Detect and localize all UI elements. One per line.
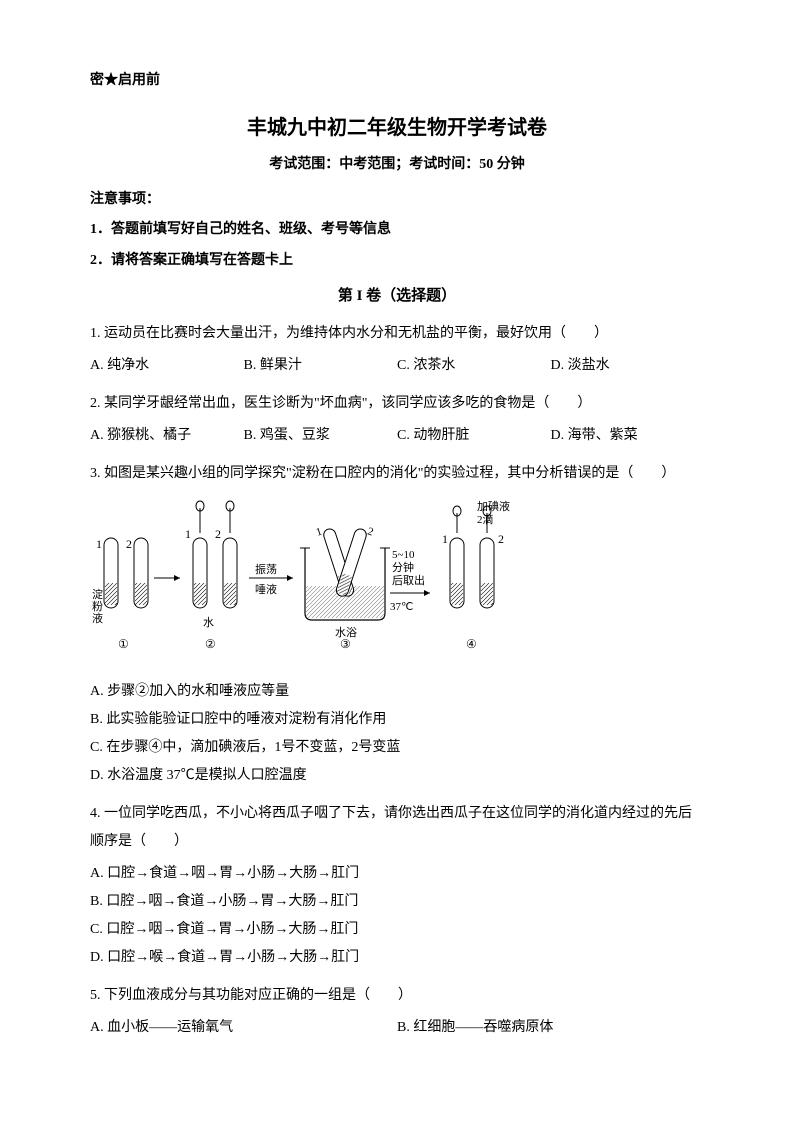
option-d: D. 水浴温度 37℃是模拟人口腔温度 xyxy=(90,762,704,790)
svg-text:后取出: 后取出 xyxy=(392,573,425,587)
label-1: 1 xyxy=(96,537,102,551)
question-2: 2. 某同学牙龈经常出血，医生诊断为"坏血病"，该同学应该多吃的食物是（ ） A… xyxy=(90,390,704,450)
question-number: 4. xyxy=(90,806,101,821)
svg-text:1: 1 xyxy=(185,527,191,541)
water-label: 水 xyxy=(203,616,214,629)
circ-1: ① xyxy=(118,637,129,651)
circ-3: ③ xyxy=(340,637,351,651)
question-number: 3. xyxy=(90,466,101,481)
exam-subtitle: 考试范围：中考范围；考试时间：50 分钟 xyxy=(90,154,704,176)
saliva-label: 唾液 xyxy=(255,582,277,596)
svg-text:1: 1 xyxy=(442,532,448,546)
starch-label: 淀 xyxy=(92,587,103,601)
option-d: D. 口腔→喉→食道→胃→小肠→大肠→肛门 xyxy=(90,944,704,972)
option-a: A. 纯净水 xyxy=(90,352,244,380)
notice-item: 1．答题前填写好自己的姓名、班级、考号等信息 xyxy=(90,219,704,241)
question-text: 下列血液成分与其功能对应正确的一组是（ ） xyxy=(104,988,412,1003)
svg-text:液: 液 xyxy=(92,611,103,625)
option-a: A. 猕猴桃、橘子 xyxy=(90,422,244,450)
question-3: 3. 如图是某兴趣小组的同学探究"淀粉在口腔内的消化"的实验过程，其中分析错误的… xyxy=(90,460,704,790)
option-c: C. 动物肝脏 xyxy=(397,422,551,450)
option-c: C. 在步骤④中，滴加碘液后，1号不变蓝，2号变蓝 xyxy=(90,734,704,762)
question-number: 1. xyxy=(90,326,101,341)
question-text: 一位同学吃西瓜，不小心将西瓜子咽了下去，请你选出西瓜子在这位同学的消化道内经过的… xyxy=(90,806,692,849)
option-d: D. 淡盐水 xyxy=(551,352,705,380)
label-2: 2 xyxy=(126,537,132,551)
option-b: B. 口腔→咽→食道→小肠→胃→大肠→肛门 xyxy=(90,888,704,916)
experiment-diagram: 1 2 淀 粉 液 ① 1 2 xyxy=(90,498,704,668)
svg-text:2: 2 xyxy=(498,532,504,546)
svg-text:2: 2 xyxy=(366,525,375,538)
question-text: 运动员在比赛时会大量出汗，为维持体内水分和无机盐的平衡，最好饮用（ ） xyxy=(104,326,608,341)
option-a: A. 血小板——运输氧气 xyxy=(90,1014,397,1042)
exam-title: 丰城九中初二年级生物开学考试卷 xyxy=(90,112,704,144)
confidential-label: 密★启用前 xyxy=(90,70,704,92)
question-4: 4. 一位同学吃西瓜，不小心将西瓜子咽了下去，请你选出西瓜子在这位同学的消化道内… xyxy=(90,800,704,972)
option-c: C. 口腔→咽→食道→胃→小肠→大肠→肛门 xyxy=(90,916,704,944)
svg-text:分钟: 分钟 xyxy=(392,560,414,574)
svg-text:2: 2 xyxy=(215,527,221,541)
svg-text:1: 1 xyxy=(315,526,324,539)
shake-label: 振荡 xyxy=(255,562,277,576)
question-text: 某同学牙龈经常出血，医生诊断为"坏血病"，该同学应该多吃的食物是（ ） xyxy=(104,396,591,411)
notice-item: 2．请将答案正确填写在答题卡上 xyxy=(90,250,704,272)
question-number: 2. xyxy=(90,396,101,411)
svg-text:粉: 粉 xyxy=(92,600,103,613)
option-b: B. 此实验能验证口腔中的唾液对淀粉有消化作用 xyxy=(90,706,704,734)
svg-text:37℃: 37℃ xyxy=(390,601,413,613)
circ-4: ④ xyxy=(466,637,477,651)
option-b: B. 鲜果汁 xyxy=(244,352,398,380)
section-title: 第 I 卷（选择题） xyxy=(90,284,704,308)
option-a: A. 步骤②加入的水和唾液应等量 xyxy=(90,678,704,706)
drops-label: 2滴 xyxy=(477,512,494,526)
option-b: B. 红细胞——吞噬病原体 xyxy=(397,1014,704,1042)
option-b: B. 鸡蛋、豆浆 xyxy=(244,422,398,450)
iodine-label: 加碘液 xyxy=(477,499,510,513)
notice-heading: 注意事项： xyxy=(90,189,704,211)
option-d: D. 海带、紫菜 xyxy=(551,422,705,450)
circ-2: ② xyxy=(205,637,216,651)
question-number: 5. xyxy=(90,988,101,1003)
question-text: 如图是某兴趣小组的同学探究"淀粉在口腔内的消化"的实验过程，其中分析错误的是（ … xyxy=(104,466,675,481)
option-c: C. 浓茶水 xyxy=(397,352,551,380)
svg-text:5~10: 5~10 xyxy=(392,549,415,561)
option-a: A. 口腔→食道→咽→胃→小肠→大肠→肛门 xyxy=(90,860,704,888)
question-5: 5. 下列血液成分与其功能对应正确的一组是（ ） A. 血小板——运输氧气 B.… xyxy=(90,982,704,1042)
question-1: 1. 运动员在比赛时会大量出汗，为维持体内水分和无机盐的平衡，最好饮用（ ） A… xyxy=(90,320,704,380)
